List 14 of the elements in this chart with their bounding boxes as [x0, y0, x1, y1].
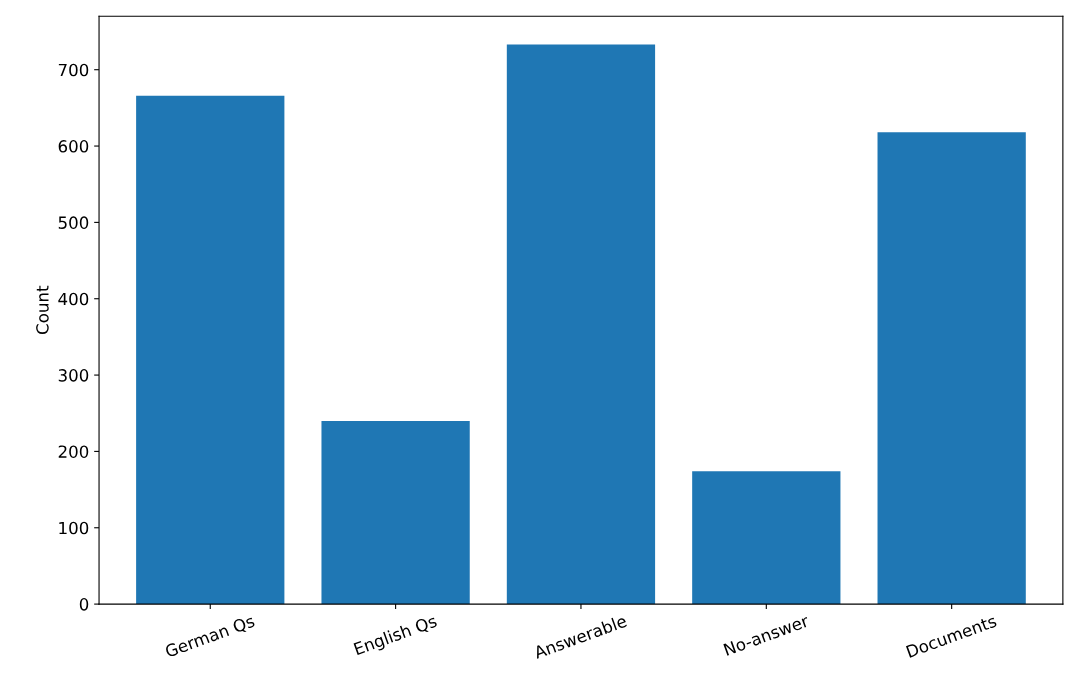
bar	[692, 471, 841, 605]
bar	[136, 95, 285, 605]
bar	[506, 44, 656, 605]
bar	[877, 132, 1026, 605]
y-tick-label: 700	[58, 63, 89, 77]
y-tick-label: 600	[58, 140, 89, 153]
y-tick-label: 200	[58, 445, 89, 458]
y-tick-label: 500	[58, 216, 89, 229]
y-tick-label: 100	[59, 521, 89, 535]
y-tick-label: 0	[79, 598, 89, 611]
y-tick-label: 300	[58, 369, 89, 382]
bar	[321, 420, 470, 605]
y-tick-label: 400	[58, 292, 89, 306]
y-axis-title: Count	[36, 285, 49, 334]
